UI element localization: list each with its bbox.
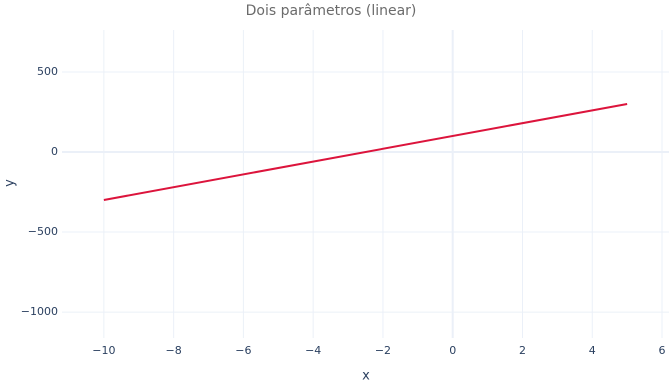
x-tick-label: 0 [449, 344, 456, 357]
y-axis-title: y [3, 179, 18, 187]
x-tick-label: −4 [305, 344, 321, 357]
x-tick-label: 6 [659, 344, 666, 357]
y-tick-label: 0 [51, 145, 58, 158]
x-tick-label: 4 [589, 344, 596, 357]
line [103, 102, 628, 201]
y-tick-label: −1000 [21, 305, 58, 318]
chart-title: Dois parâmetros (linear) [246, 3, 417, 19]
x-tick-label: −10 [92, 344, 115, 357]
x-tick-label: 2 [519, 344, 526, 357]
y-tick-label: 500 [37, 65, 58, 78]
x-tick-label: −6 [235, 344, 251, 357]
x-tick-label: −8 [166, 344, 182, 357]
y-tick-label: −500 [28, 225, 58, 238]
x-tick-label: −2 [375, 344, 391, 357]
x-axis-title: x [362, 369, 370, 384]
